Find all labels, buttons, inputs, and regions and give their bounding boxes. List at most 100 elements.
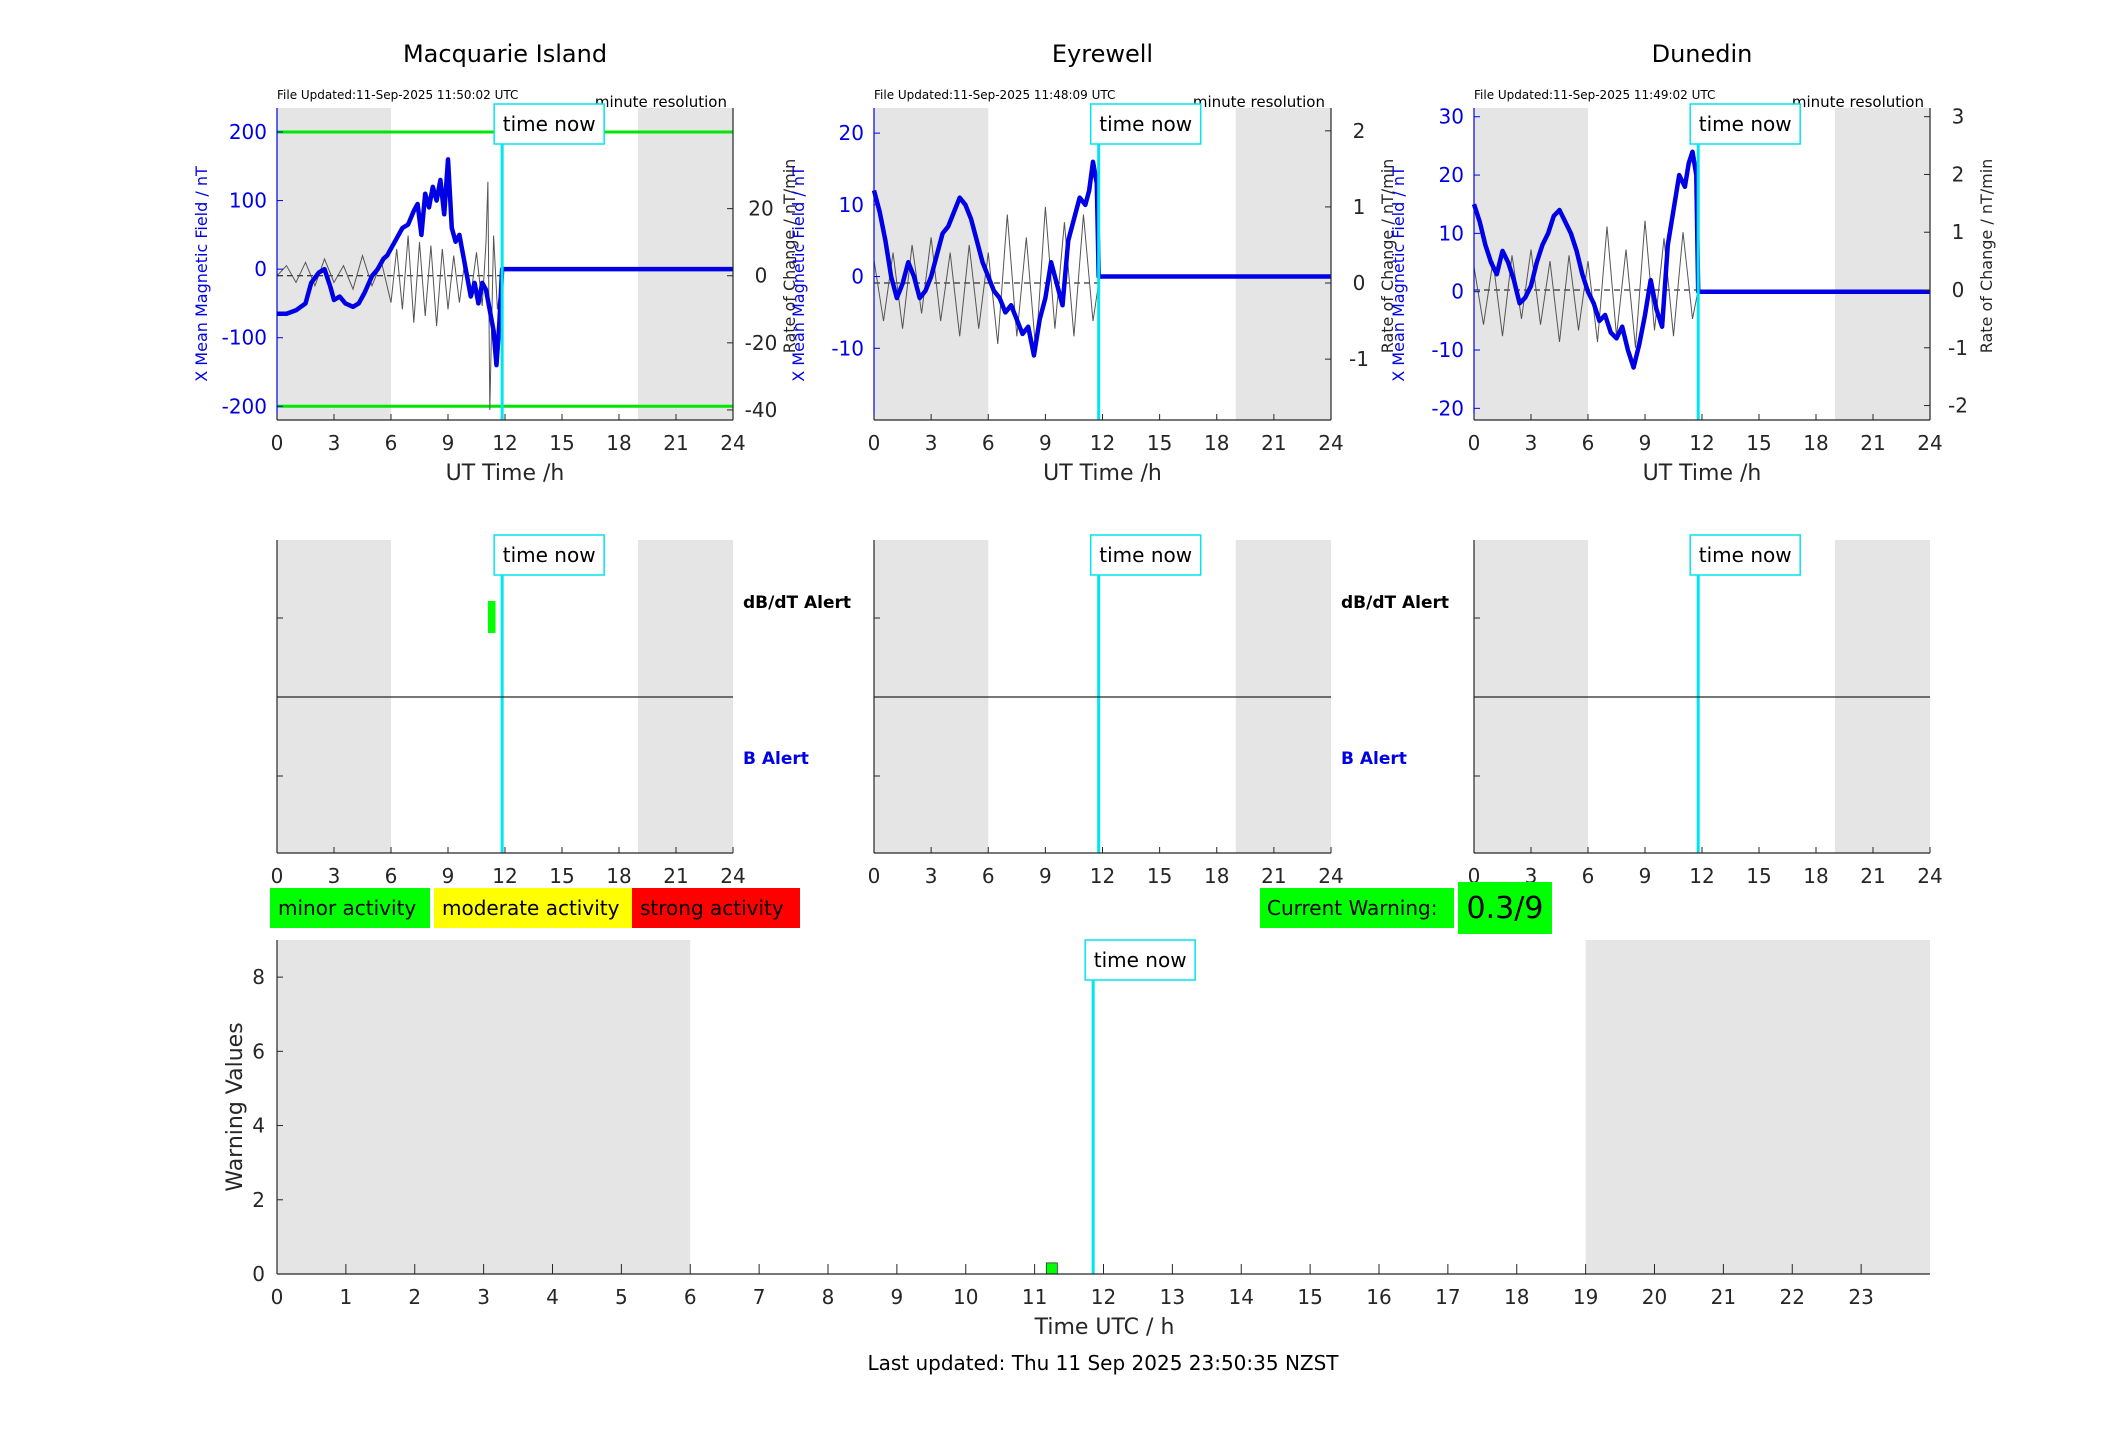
night-shade — [1235, 108, 1331, 420]
x-tick-label: 3 — [477, 1285, 490, 1309]
x-tick-label: 15 — [1746, 864, 1771, 888]
legend-swatch-moderate — [434, 888, 632, 928]
x-tick-label: 12 — [1091, 1285, 1116, 1309]
field-plot-dunedin: 0 3 6 9 12 15 18 21 24-20-100102030-2-10123Duned… — [1389, 40, 1996, 486]
x-tick-label: 19 — [1573, 1285, 1598, 1309]
current-warning-value-box — [1458, 882, 1552, 934]
x-tick-label: 21 — [663, 864, 688, 888]
y-axis-label: Warning Values — [223, 1022, 248, 1191]
time-now-marker: time now — [1089, 534, 1202, 576]
x-axis-label: UT Time /h — [1043, 461, 1162, 486]
x-tick-label: 24 — [1318, 864, 1343, 888]
y-right-tick-label: -1 — [1349, 347, 1369, 371]
station-title: Macquarie Island — [403, 40, 607, 68]
x-tick-label: 18 — [606, 431, 631, 455]
y-tick-label: 20 — [1439, 163, 1464, 187]
x-tick-label: 0 — [868, 864, 881, 888]
y-tick-label: -100 — [222, 326, 267, 350]
x-tick-label: 11 — [1022, 1285, 1047, 1309]
last-updated: Last updated: Thu 11 Sep 2025 23:50:35 N… — [867, 1351, 1339, 1375]
x-tick-label: 9 — [891, 1285, 904, 1309]
y-axis-label: X Mean Magnetic Field / nT — [789, 166, 808, 382]
x-tick-label: 3 — [328, 864, 341, 888]
x-tick-label: 12 — [492, 431, 517, 455]
y-tick-label: 0 — [254, 257, 267, 281]
x-tick-label: 20 — [1642, 1285, 1667, 1309]
x-tick-label: 0 — [271, 1285, 284, 1309]
legend-minor: minor activity — [270, 888, 430, 928]
x-tick-label: 21 — [1860, 864, 1885, 888]
y-right-tick-label: 3 — [1952, 105, 1965, 129]
x-tick-label: 9 — [1039, 864, 1052, 888]
x-tick-label: 21 — [663, 431, 688, 455]
y-tick-label: -10 — [831, 336, 864, 360]
y-right-tick-label: 0 — [755, 264, 768, 288]
resolution-label: minute resolution — [1792, 93, 1924, 111]
dbdt-alert-label: dB/dT Alert — [743, 593, 851, 613]
x-tick-label: 15 — [1147, 431, 1172, 455]
legend-swatch-minor — [270, 888, 430, 928]
time-now-marker: time now — [1089, 103, 1202, 145]
x-field-line — [1471, 149, 1930, 370]
x-tick-label: 12 — [1090, 431, 1115, 455]
rate-of-change-line — [1473, 220, 1699, 348]
x-tick-label: 18 — [1504, 1285, 1529, 1309]
x-tick-label: 23 — [1848, 1285, 1873, 1309]
x-tick-label: 22 — [1780, 1285, 1805, 1309]
alert-panel-eyrewell: 0 3 6 9 12 15 18 21 24 dB/dT Alert B Alert time now — [868, 534, 1449, 888]
night-shade — [874, 108, 989, 420]
time-now-box — [1089, 103, 1202, 145]
time-now-label: time now — [503, 543, 596, 567]
y-tick-label: 20 — [839, 121, 864, 145]
y-tick-label: 2 — [252, 1188, 265, 1212]
time-now-label: time now — [1699, 112, 1792, 136]
time-now-box — [1089, 534, 1202, 576]
y-tick-label: 6 — [252, 1039, 265, 1063]
x-tick-label: 10 — [953, 1285, 978, 1309]
x-tick-label: 24 — [1318, 431, 1343, 455]
x-tick-label: 17 — [1435, 1285, 1460, 1309]
x-tick-label: 18 — [1803, 864, 1828, 888]
x-tick-label: 6 — [982, 864, 995, 888]
x-tick-label: 6 — [982, 431, 995, 455]
x-tick-label: 6 — [1582, 431, 1595, 455]
y-tick-label: 10 — [839, 193, 864, 217]
y-tick-label: -200 — [222, 394, 267, 418]
y-right-tick-label: -2 — [1948, 394, 1968, 418]
x-tick-label: 21 — [1261, 431, 1286, 455]
time-now-marker: time now — [493, 103, 605, 145]
x-field-line — [277, 157, 733, 368]
x-tick-label: 13 — [1160, 1285, 1185, 1309]
x-tick-label: 15 — [549, 864, 574, 888]
y-tick-label: -10 — [1431, 338, 1464, 362]
x-tick-label: 21 — [1860, 431, 1885, 455]
x-tick-label: 6 — [1582, 864, 1595, 888]
y-right-tick-label: -1 — [1948, 336, 1968, 360]
x-tick-label: 6 — [385, 431, 398, 455]
field-plot-eyrewell: 0 3 6 9 12 15 18 21 24-1001020-1012EyrewellFile … — [789, 40, 1397, 486]
b-alert-label: B Alert — [743, 749, 809, 769]
x-tick-label: 8 — [822, 1285, 835, 1309]
rate-of-change-line — [873, 206, 1100, 352]
y-tick-label: 0 — [851, 265, 864, 289]
x-tick-label: 6 — [684, 1285, 697, 1309]
legend-moderate: moderate activity — [434, 888, 632, 928]
x-tick-label: 5 — [615, 1285, 628, 1309]
night-shade — [638, 108, 733, 420]
y-right-axis-label: Rate of Change / nT/min — [1378, 159, 1397, 354]
current-warning: Current Warning: 0.3/9 — [1260, 882, 1552, 934]
time-now-marker: time now — [493, 534, 605, 576]
file-updated: File Updated:11-Sep-2025 11:50:02 UTC — [277, 88, 518, 102]
resolution-label: minute resolution — [595, 93, 727, 111]
x-tick-label: 21 — [1711, 1285, 1736, 1309]
time-now-label: time now — [1094, 948, 1187, 972]
station-title: Dunedin — [1652, 40, 1753, 68]
time-now-label: time now — [503, 112, 596, 136]
station-title: Eyrewell — [1052, 40, 1153, 68]
current-warning-value: 0.3/9 — [1467, 891, 1544, 926]
y-right-tick-label: -40 — [745, 398, 778, 422]
x-tick-label: 12 — [1689, 864, 1714, 888]
time-now-label: time now — [1699, 543, 1792, 567]
y-right-tick-label: 20 — [748, 197, 773, 221]
